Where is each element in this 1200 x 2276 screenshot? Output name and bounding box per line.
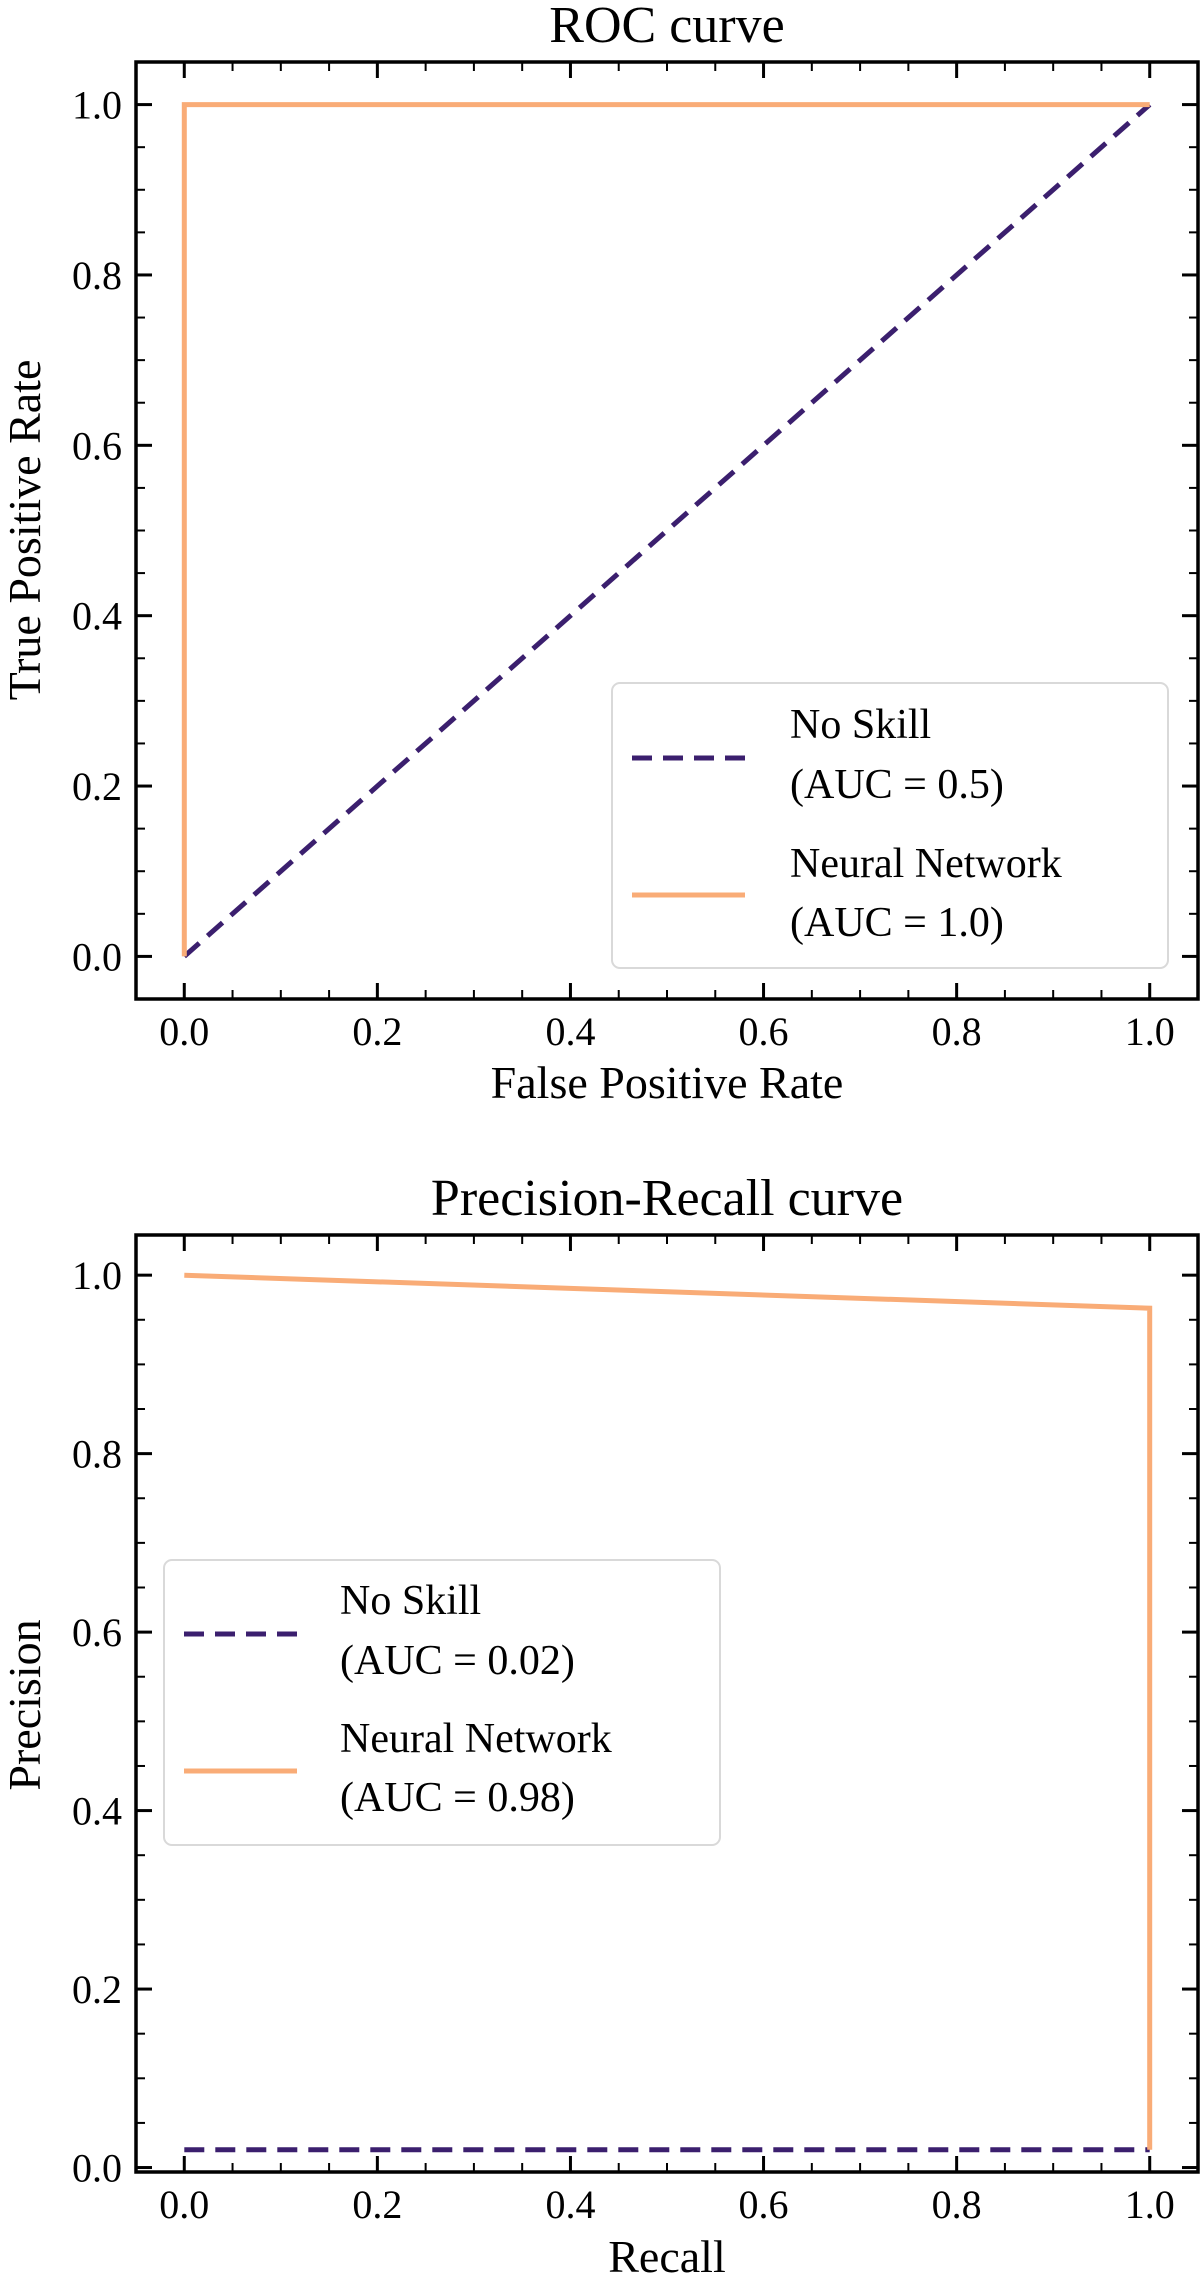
pr-y-tick-label: 0.2 — [72, 1967, 122, 2012]
roc-series — [181, 102, 1152, 959]
pr-panel: Precision-Recall curve 0.0 0.2 0.4 0.6 0.8 1.… — [0, 1170, 1200, 2276]
pr-x-tick-label: 0.0 — [159, 2182, 209, 2227]
pr-x-tick-label: 0.6 — [739, 2182, 789, 2227]
pr-title: Precision-Recall curve — [431, 1170, 903, 1227]
roc-x-tick-label: 0.0 — [159, 1009, 209, 1054]
roc-y-tick-label: 1.0 — [72, 83, 122, 128]
pr-legend: No Skill (AUC = 0.02) Neural Network (AU… — [163, 1559, 721, 1846]
pr-legend-neural-network-auc: (AUC = 0.98) — [340, 1775, 575, 1821]
roc-x-tick-label: 0.4 — [545, 1009, 595, 1054]
pr-legend-no-skill-auc: (AUC = 0.02) — [340, 1638, 575, 1684]
roc-plot-frame — [134, 60, 1200, 1001]
pr-y-tick-label: 0.0 — [72, 2146, 122, 2191]
pr-x-tick-label: 0.2 — [352, 2182, 402, 2227]
pr-y-tick-label: 1.0 — [72, 1253, 122, 1298]
pr-x-tick-label: 0.8 — [932, 2182, 982, 2227]
roc-x-tick-label: 1.0 — [1125, 1009, 1175, 1054]
pr-x-axis-label: Recall — [608, 2231, 726, 2276]
roc-legend-no-skill-auc: (AUC = 0.5) — [790, 762, 1004, 808]
roc-legend-no-skill-name: No Skill — [790, 702, 931, 748]
roc-x-tick-label: 0.8 — [932, 1009, 982, 1054]
roc-legend: No Skill (AUC = 0.5) Neural Network (AUC… — [611, 682, 1169, 969]
roc-y-tick-label: 0.4 — [72, 594, 122, 639]
roc-x-tick-label: 0.6 — [739, 1009, 789, 1054]
roc-panel: ROC curve 0.0 0.2 0.4 0.6 0.8 1.0 0.0 0.2 0.4 0.6… — [0, 0, 1200, 1108]
roc-title: ROC curve — [549, 0, 784, 54]
roc-y-tick-label: 0.6 — [72, 423, 122, 468]
roc-y-tick-label: 0.0 — [72, 934, 122, 979]
pr-legend-box — [163, 1559, 721, 1846]
pr-y-axis-label: Precision — [0, 1619, 50, 1790]
roc-x-axis-label: False Positive Rate — [491, 1057, 844, 1108]
pr-legend-no-skill-name: No Skill — [340, 1578, 481, 1624]
pr-plot-frame — [134, 1233, 1200, 2174]
roc-legend-box — [611, 682, 1169, 969]
roc-y-axis-label: True Positive Rate — [0, 360, 50, 701]
pr-series — [184, 1272, 1153, 2153]
roc-legend-neural-network-name: Neural Network — [790, 841, 1062, 887]
roc-ticks: 0.0 0.2 0.4 0.6 0.8 1.0 0.0 0.2 0.4 0.6 0.8 1.0 — [72, 61, 1199, 1054]
roc-y-tick-label: 0.2 — [72, 764, 122, 809]
pr-x-tick-label: 0.4 — [545, 2182, 595, 2227]
pr-legend-neural-network-name: Neural Network — [340, 1716, 612, 1762]
roc-legend-neural-network-auc: (AUC = 1.0) — [790, 900, 1004, 946]
pr-y-tick-label: 0.8 — [72, 1432, 122, 1477]
roc-y-tick-label: 0.8 — [72, 253, 122, 298]
pr-x-tick-label: 1.0 — [1125, 2182, 1175, 2227]
pr-y-tick-label: 0.4 — [72, 1789, 122, 1834]
roc-x-tick-label: 0.2 — [352, 1009, 402, 1054]
roc-series-neural-network — [181, 102, 1150, 957]
pr-y-tick-label: 0.6 — [72, 1610, 122, 1655]
roc-series-no-skill — [182, 102, 1152, 959]
pr-ticks: 0.0 0.2 0.4 0.6 0.8 1.0 0.0 0.2 0.4 0.6 0.8 1.0 — [72, 1235, 1199, 2227]
pr-series-neural-network — [184, 1272, 1153, 2150]
